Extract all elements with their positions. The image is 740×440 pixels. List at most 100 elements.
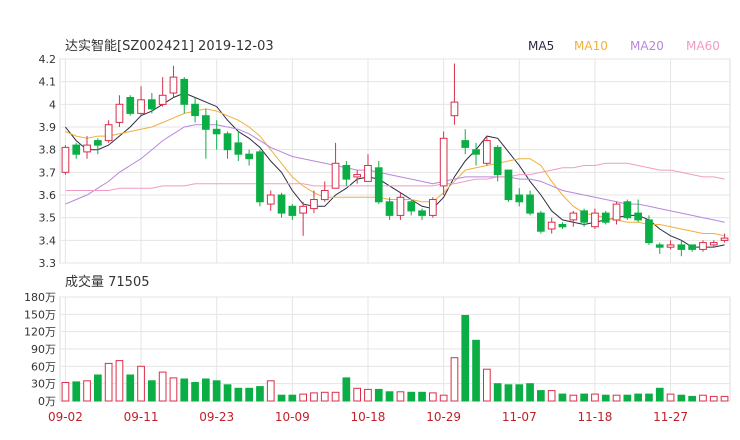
candle-body [202, 115, 210, 130]
candle [72, 142, 81, 159]
candle-body [569, 212, 578, 221]
candle [180, 77, 189, 114]
candle-body [320, 190, 329, 201]
candle-body [61, 146, 70, 173]
candle [126, 95, 135, 116]
candle [526, 190, 534, 216]
candle [342, 161, 351, 186]
price-panel-frame [59, 58, 731, 264]
candle [450, 63, 459, 125]
volume-title: 成交量 71505 [65, 274, 150, 290]
volume-bar [601, 394, 610, 402]
volume-grid [60, 296, 730, 402]
candle-body [256, 151, 264, 203]
candle-body [720, 237, 729, 241]
price-tick-label: 3.3 [39, 257, 57, 270]
candle-body [429, 199, 437, 216]
candle-body [666, 244, 675, 248]
price-tick-label: 3.6 [39, 189, 57, 202]
volume-bar [191, 382, 199, 402]
candle-body [234, 142, 243, 155]
candle [191, 97, 199, 123]
volume-bar [645, 393, 653, 402]
candle [364, 154, 372, 182]
candle-body [418, 210, 426, 216]
volume-bar [407, 391, 416, 402]
candle [558, 222, 567, 229]
volume-bar [677, 394, 686, 402]
candle-body [407, 201, 416, 212]
candle [493, 145, 502, 182]
volume-bar [493, 383, 502, 402]
candle-body [472, 149, 480, 155]
chart-title: 达实智能[SZ002421] 2019-12-03 [65, 39, 274, 54]
candle-body [169, 76, 178, 94]
volume-bar [450, 357, 459, 402]
candle-body [137, 99, 145, 114]
candle-body [547, 221, 556, 230]
volume-bar [364, 388, 372, 402]
candle [709, 240, 718, 248]
price-grid [60, 58, 730, 264]
price-y-axis: 4.2 4.1 4 3.9 3.8 3.7 3.6 3.5 3.4 3.3 [39, 53, 57, 270]
candle-body [374, 167, 383, 203]
candle-body [104, 124, 113, 142]
candle [623, 199, 632, 220]
candle [601, 210, 610, 225]
date-tick-label: 11-27 [653, 410, 688, 424]
volume-bar [331, 391, 340, 402]
volume-bar [83, 380, 91, 402]
candle-body [342, 165, 351, 180]
moving-average-lines [65, 92, 725, 248]
candle-body [212, 128, 221, 135]
candle-body [396, 196, 405, 216]
volume-bar [94, 374, 102, 402]
volume-tick-label: 180万 [24, 291, 56, 304]
candle-body [439, 137, 448, 187]
volume-tick-label: 0万 [38, 395, 56, 408]
candle-body [83, 144, 91, 153]
volume-bar [223, 384, 232, 402]
candle-body [645, 219, 653, 244]
volume-y-axis: 180万 150万 120万 90万 60万 30万 0万 [24, 291, 56, 408]
candle [353, 170, 361, 184]
candle-body [191, 103, 199, 117]
volume-bar [180, 378, 189, 402]
candle-body [385, 201, 394, 216]
candle [277, 192, 286, 218]
volume-bar [158, 371, 167, 402]
volume-bar [580, 393, 588, 402]
candle-body [580, 210, 588, 223]
candlesticks [61, 63, 729, 257]
candle [580, 208, 588, 227]
candle-body [126, 97, 135, 114]
volume-tick-label: 60万 [31, 360, 56, 373]
volume-bar [569, 394, 578, 402]
candle [515, 188, 524, 207]
volume-bar [429, 392, 437, 402]
candle [720, 233, 729, 243]
date-tick-label: 11-18 [577, 410, 612, 424]
volume-bar [537, 390, 545, 402]
volume-bar [104, 362, 113, 402]
candle-body [688, 244, 696, 250]
volume-bar [666, 393, 675, 402]
candle [483, 136, 491, 166]
candle [547, 217, 556, 234]
volume-bar [72, 381, 81, 402]
volume-bar [720, 395, 729, 402]
candle [299, 201, 307, 236]
candle [429, 197, 437, 218]
candle [591, 208, 599, 229]
volume-bar [320, 391, 329, 402]
candle [104, 120, 113, 143]
candle [94, 138, 102, 155]
candle [666, 240, 675, 250]
volume-bar [418, 391, 426, 402]
volume-bar [461, 315, 470, 402]
volume-bar [256, 386, 264, 402]
candle [137, 86, 145, 116]
candle-body [601, 212, 610, 223]
price-tick-label: 3.4 [39, 234, 57, 247]
candle-body [677, 244, 686, 250]
